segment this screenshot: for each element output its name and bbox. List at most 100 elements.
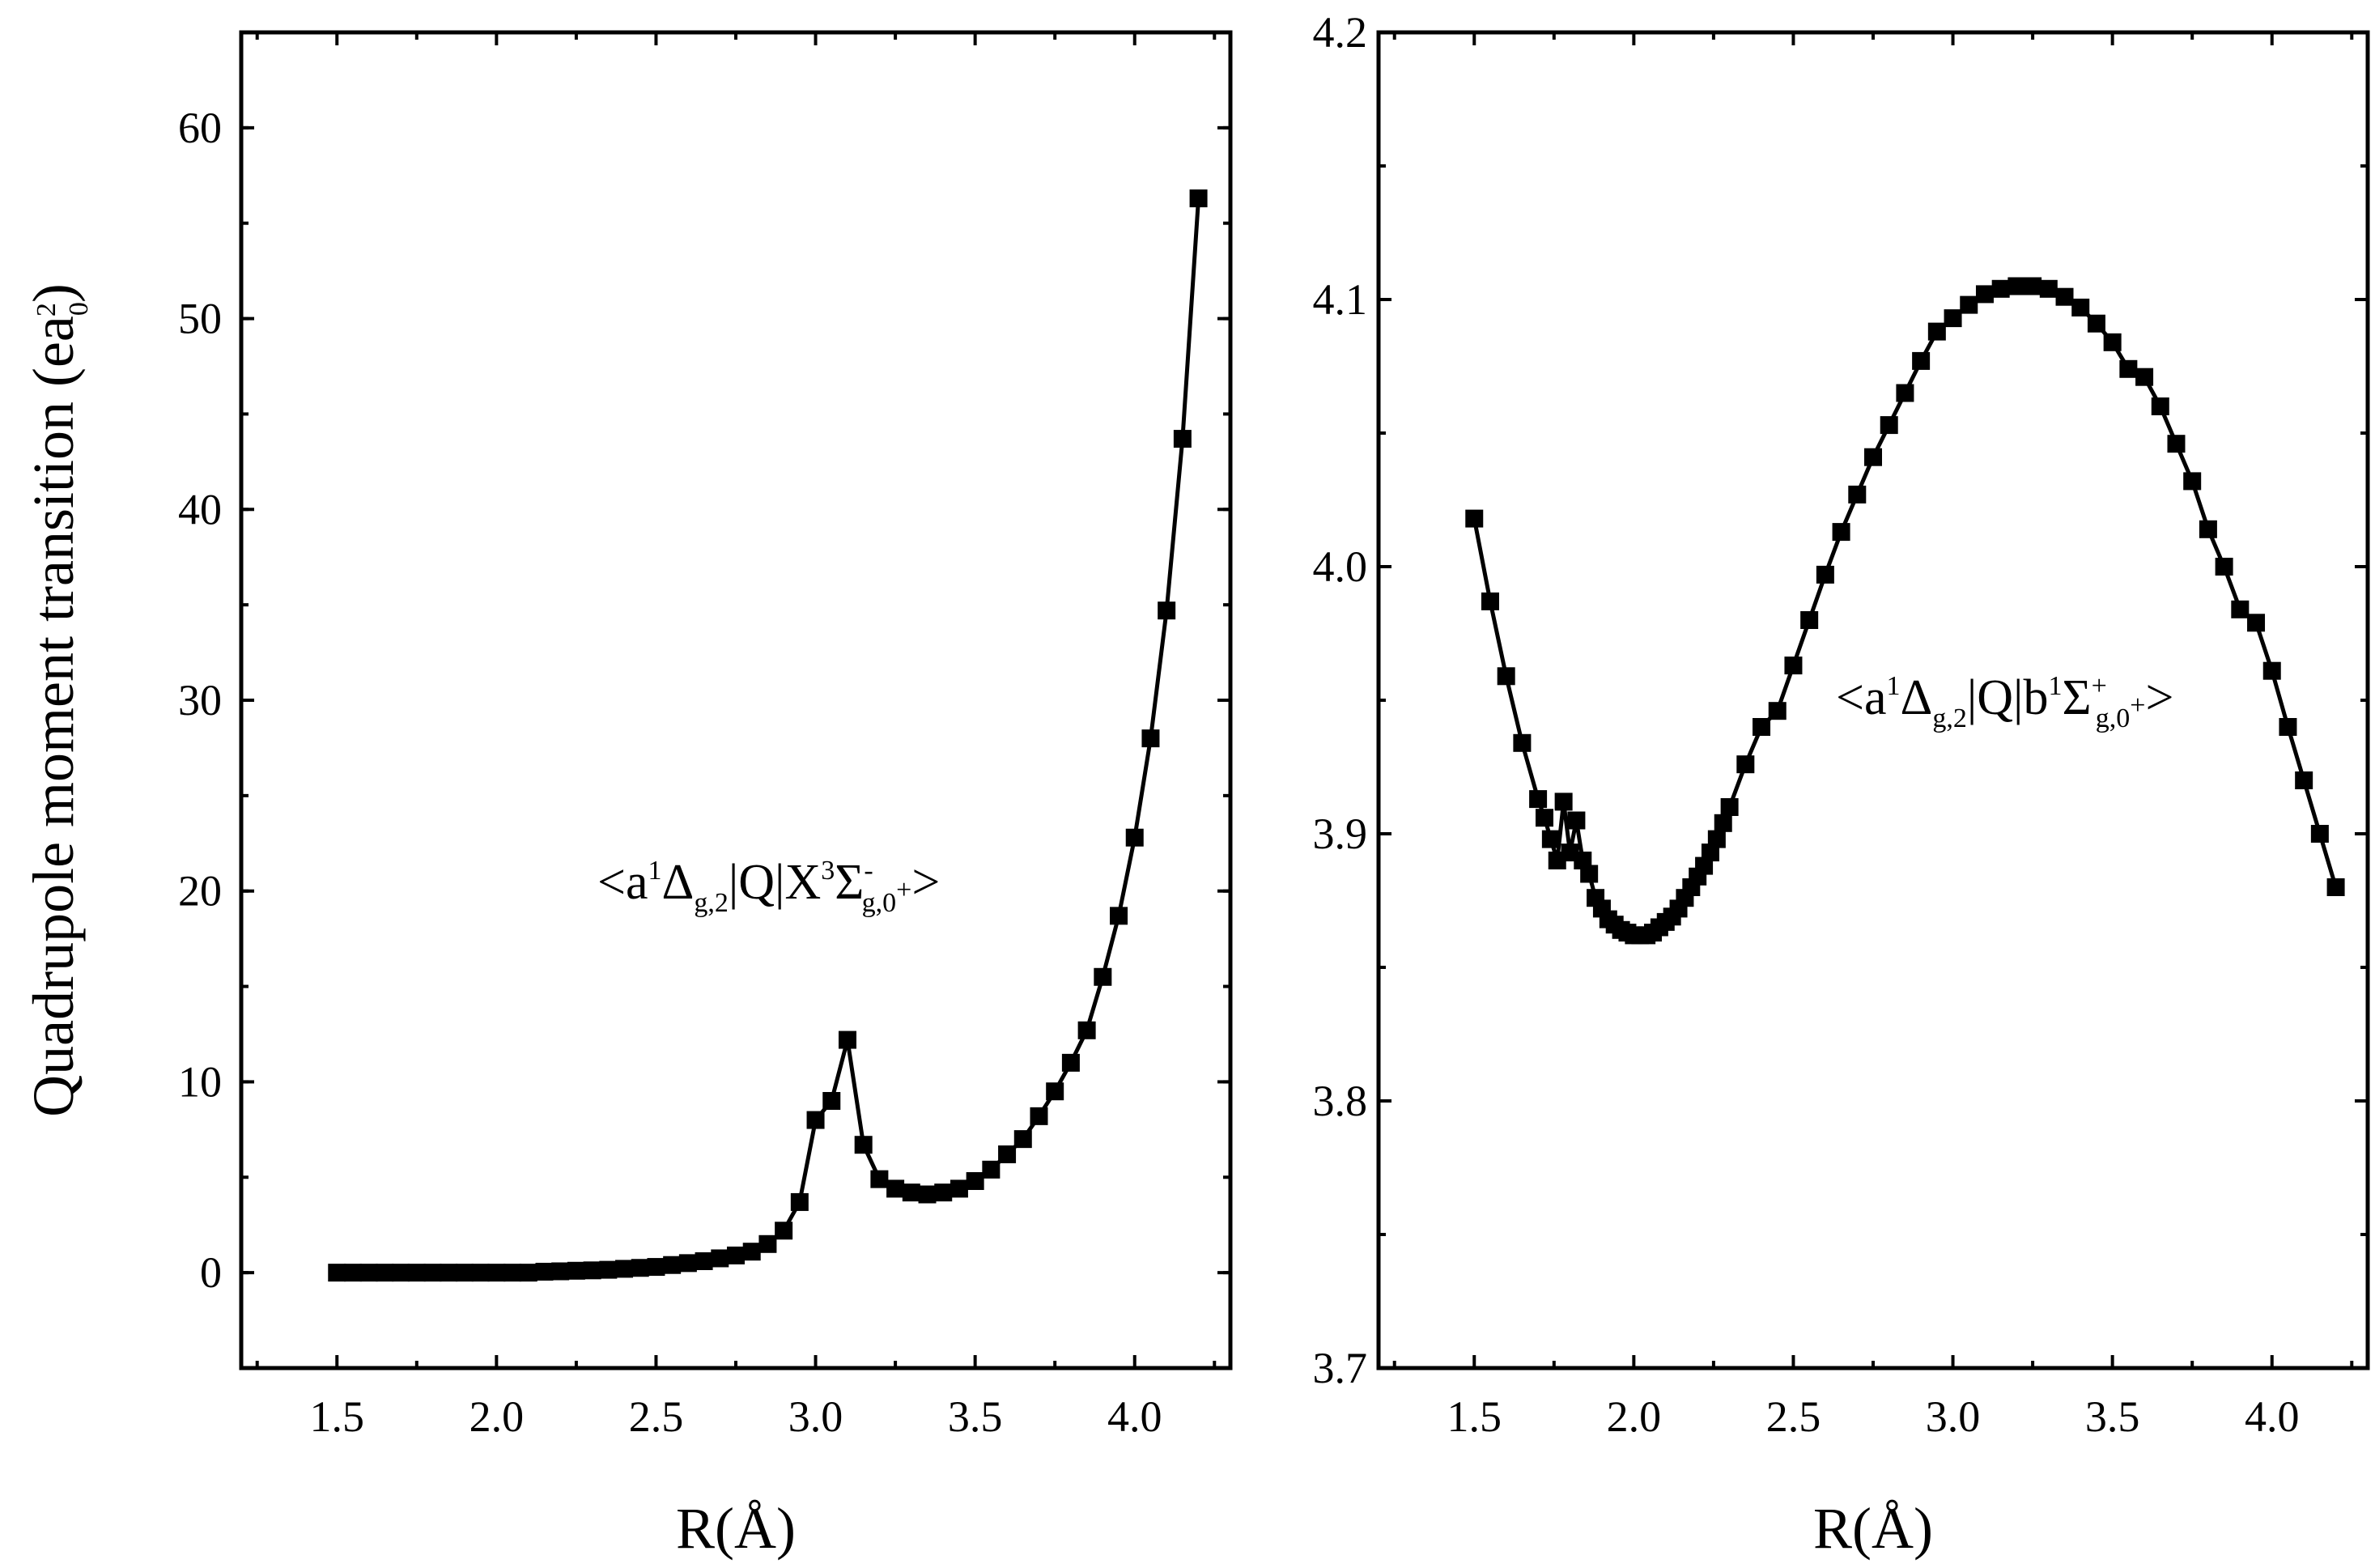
right-series-line (1472, 284, 2338, 937)
right-data-point (2151, 397, 2169, 415)
right-data-point (1768, 702, 1787, 720)
left-data-point (615, 1260, 634, 1278)
left-data-point (1141, 729, 1160, 748)
right-data-point (2007, 277, 2026, 295)
right-data-point (1567, 811, 1586, 830)
left-data-point (1094, 967, 1112, 986)
right-data-point (1896, 384, 1914, 402)
right-data-point (1736, 755, 1755, 774)
right-data-point (1529, 790, 1548, 809)
right-data-point (1864, 448, 1882, 466)
left-y-tick-label: 0 (200, 1248, 222, 1297)
right-data-point (2024, 277, 2042, 295)
left-data-point (711, 1249, 729, 1268)
right-data-point (2310, 825, 2329, 843)
left-data-point (998, 1145, 1017, 1163)
left-y-tick-label: 60 (178, 104, 222, 152)
right-data-point (2247, 614, 2266, 632)
left-data-point (950, 1179, 968, 1198)
left-data-point (503, 1264, 522, 1282)
left-data-point (328, 1264, 346, 1282)
left-x-tick-label: 4.0 (1107, 1392, 1162, 1441)
right-data-point (1927, 322, 1946, 341)
right-data-point (2039, 279, 2058, 298)
left-data-point (806, 1111, 825, 1129)
right-data-point (2262, 661, 2281, 680)
left-data-point (1125, 828, 1144, 847)
left-data-point (423, 1264, 442, 1282)
right-data-point (1714, 814, 1732, 832)
right-y-tick-label: 4.2 (1313, 8, 1368, 57)
left-series-line (337, 198, 1201, 1275)
right-data-point (2215, 558, 2233, 576)
left-data-point (631, 1259, 649, 1277)
right-data-point (2183, 472, 2202, 491)
left-data-point (934, 1183, 953, 1202)
left-annotation: <a1Δg,2|Q|X3Σ-g,0+> (597, 855, 940, 918)
left-data-point (838, 1030, 856, 1049)
left-data-point (359, 1264, 378, 1282)
right-data-point (1912, 351, 1931, 370)
left-data-point (982, 1160, 1001, 1179)
right-data-point (1880, 416, 1898, 435)
right-y-tick-label: 4.0 (1313, 542, 1368, 591)
left-x-tick-label: 3.0 (788, 1392, 843, 1441)
left-data-point (519, 1264, 537, 1282)
right-data-point (1753, 718, 1771, 736)
right-panel: 1.5 2.0 2.5 3.0 3.5 4.0 3.7 3.8 3.9 4.0 4.1 4.2 R(Å… (1313, 8, 2370, 1561)
right-data-point (1816, 565, 1834, 584)
right-annotation: <a1Δg,2|Q|b1Σ+ g,0+> (1836, 670, 2173, 733)
right-data-point (2295, 771, 2313, 789)
right-data-point (2326, 878, 2345, 896)
left-data-point (854, 1136, 873, 1154)
left-x-tick-label: 2.5 (629, 1392, 684, 1441)
right-data-point (2119, 359, 2138, 378)
left-x-tick-label: 1.5 (310, 1392, 365, 1441)
right-data-point (2199, 520, 2217, 538)
right-x-tick-label: 4.0 (2245, 1392, 2300, 1441)
right-data-point (1991, 279, 2010, 298)
right-data-point (1481, 592, 1499, 610)
right-data-point (1497, 667, 1515, 686)
right-ticks: 1.5 2.0 2.5 3.0 3.5 4.0 3.7 3.8 3.9 4.0 4.1 4.2 (1313, 8, 2368, 1441)
right-data-point (1554, 792, 1573, 811)
right-x-tick-label: 2.0 (1607, 1392, 1662, 1441)
left-x-axis-label: R(Å) (676, 1496, 796, 1561)
right-data-point (1975, 285, 1994, 304)
right-data-point (2231, 600, 2250, 618)
right-x-tick-label: 1.5 (1447, 1392, 1502, 1441)
right-data-point (1580, 865, 1599, 883)
right-data-point (1944, 309, 1962, 328)
left-data-point (392, 1264, 410, 1282)
left-data-point (1173, 430, 1192, 448)
right-data-point (1800, 611, 1819, 629)
left-data-point (902, 1183, 920, 1202)
right-data-point (1784, 657, 1803, 675)
left-data-point (551, 1262, 570, 1281)
left-data-point (870, 1170, 889, 1188)
left-x-tick-label: 2.0 (469, 1392, 525, 1441)
left-data-point (886, 1179, 905, 1198)
left-data-point (471, 1264, 490, 1282)
left-y-tick-label: 20 (178, 867, 222, 916)
left-data-point (535, 1262, 554, 1281)
left-data-point (918, 1185, 937, 1204)
right-series-curve (1472, 284, 2338, 937)
right-data-point (2055, 287, 2074, 306)
left-y-tick-label: 30 (178, 676, 222, 725)
left-data-point (407, 1264, 426, 1282)
left-data-point (1189, 189, 1208, 208)
right-data-point (1720, 798, 1739, 816)
left-data-point (1077, 1021, 1096, 1039)
left-data-point (1061, 1053, 1080, 1072)
right-data-point (1832, 523, 1850, 542)
right-data-point (2279, 718, 2297, 736)
left-data-point (1013, 1130, 1032, 1149)
right-y-tick-label: 4.1 (1313, 275, 1368, 324)
left-data-point (727, 1246, 745, 1264)
right-data-point (2103, 333, 2122, 351)
right-data-point (1707, 830, 1726, 848)
left-y-tick-label: 10 (178, 1057, 222, 1106)
right-data-point (1465, 509, 1484, 528)
